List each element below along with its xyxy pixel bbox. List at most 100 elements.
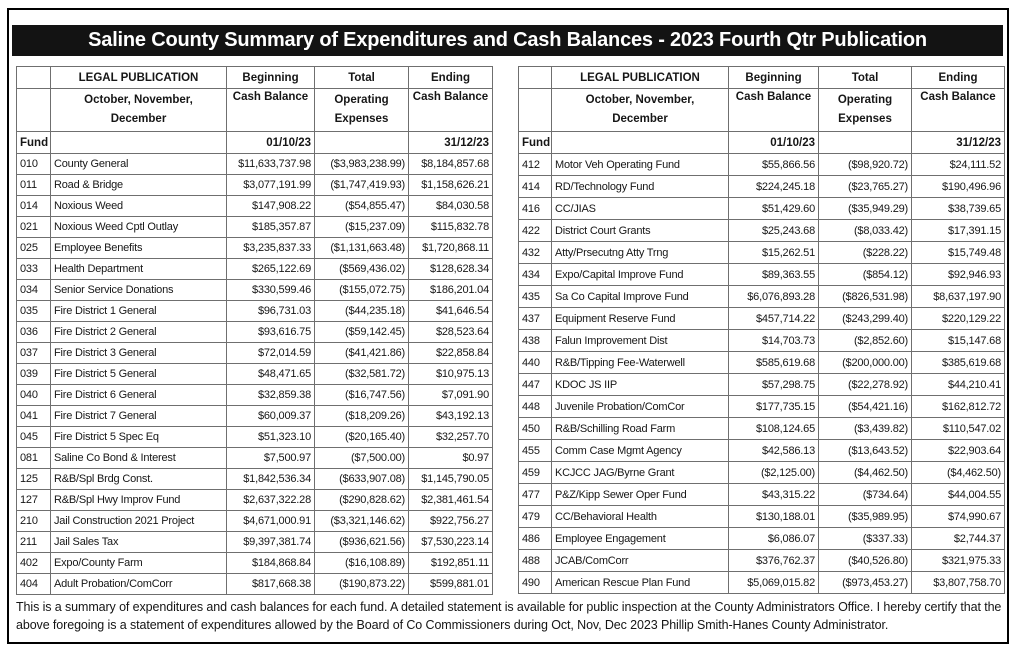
fund-ending-cell: $186,201.04 bbox=[408, 279, 493, 301]
fund-name-cell: Falun Improvement Dist bbox=[551, 329, 729, 352]
fund-name-cell: Senior Service Donations bbox=[50, 279, 227, 301]
fund-ending-cell: $1,720,868.11 bbox=[408, 237, 493, 259]
fund-fund-cell: 125 bbox=[16, 468, 51, 490]
fund-beginning-cell: $817,668.38 bbox=[226, 573, 315, 595]
fund-name-cell: Fire District 7 General bbox=[50, 405, 227, 427]
fund-row: 448 Juvenile Probation/ComCor $177,735.15(… bbox=[518, 395, 1005, 418]
fund-beginning-cell: $6,076,893.28 bbox=[728, 285, 819, 308]
fund-row: 037 Fire District 3 General $72,014.59 ($41… bbox=[16, 342, 493, 364]
header-fund-blank bbox=[518, 66, 552, 89]
fund-name-cell: Expo/County Farm bbox=[50, 552, 227, 574]
fund-expenses-cell: ($23,765.27) bbox=[818, 175, 912, 198]
fund-expenses-cell: ($35,989.95) bbox=[818, 505, 912, 528]
fund-row: 477 P&Z/Kipp Sewer Oper Fund $43,315.22 ($7… bbox=[518, 483, 1005, 506]
fund-ending-cell: $43,192.13 bbox=[408, 405, 493, 427]
fund-beginning-cell: $42,586.13 bbox=[728, 439, 819, 462]
fund-beginning-cell: $51,429.60 bbox=[728, 197, 819, 220]
fund-name-cell: Fire District 6 General bbox=[50, 384, 227, 406]
fund-row: 025 Employee Benefits $3,235,837.33 ($1,131… bbox=[16, 237, 493, 259]
fund-name-cell: Saline Co Bond & Interest bbox=[50, 447, 227, 469]
fund-expenses-cell: ($290,828.62) bbox=[314, 489, 409, 511]
fund-name-cell: Noxious Weed bbox=[50, 195, 227, 217]
fund-expenses-cell: ($4,462.50) bbox=[818, 461, 912, 484]
fund-beginning-cell: $185,357.87 bbox=[226, 216, 315, 238]
fund-fund-cell: 490 bbox=[518, 571, 552, 594]
fund-expenses-cell: ($734.64) bbox=[818, 483, 912, 506]
fund-fund-cell: 432 bbox=[518, 241, 552, 264]
fund-name-cell: Comm Case Mgmt Agency bbox=[551, 439, 729, 462]
fund-row: 040 Fire District 6 General $32,859.38 ($16… bbox=[16, 384, 493, 406]
fund-beginning-cell: $330,599.46 bbox=[226, 279, 315, 301]
header-fund-label: Fund bbox=[16, 131, 51, 154]
header-fund-blank bbox=[518, 88, 552, 132]
fund-name-cell: Equipment Reserve Fund bbox=[551, 307, 729, 330]
fund-fund-cell: 437 bbox=[518, 307, 552, 330]
header-ending-date: 31/12/23 bbox=[408, 131, 493, 154]
fund-name-cell: Adult Probation/ComCorr bbox=[50, 573, 227, 595]
fund-name-cell: Employee Benefits bbox=[50, 237, 227, 259]
fund-name-cell: R&B/Spl Brdg Const. bbox=[50, 468, 227, 490]
fund-ending-cell: $84,030.58 bbox=[408, 195, 493, 217]
fund-beginning-cell: $457,714.22 bbox=[728, 307, 819, 330]
fund-beginning-cell: ($2,125.00) bbox=[728, 461, 819, 484]
fund-row: 127 R&B/Spl Hwy Improv Fund $2,637,322.28(… bbox=[16, 489, 493, 511]
certification-text: This is a summary of expenditures and ca… bbox=[16, 600, 1002, 632]
header-row-2: October, November, December Cash Balance… bbox=[16, 88, 493, 132]
fund-fund-cell: 402 bbox=[16, 552, 51, 574]
fund-ending-cell: $110,547.02 bbox=[911, 417, 1005, 440]
fund-row: 486 Employee Engagement $6,086.07 ($337.33)… bbox=[518, 527, 1005, 550]
fund-row: 447 KDOC JS IIP $57,298.75 ($22,278.92) $44,… bbox=[518, 373, 1005, 396]
fund-beginning-cell: $43,315.22 bbox=[728, 483, 819, 506]
fund-row: 014 Noxious Weed $147,908.22 ($54,855.47) $8… bbox=[16, 195, 493, 217]
header-beginning-cash-balance: Cash Balance bbox=[226, 88, 315, 132]
fund-fund-cell: 448 bbox=[518, 395, 552, 418]
fund-fund-cell: 438 bbox=[518, 329, 552, 352]
fund-row: 045 Fire District 5 Spec Eq $51,323.10 ($20… bbox=[16, 426, 493, 448]
fund-ending-cell: $128,628.34 bbox=[408, 258, 493, 280]
fund-ending-cell: $32,257.70 bbox=[408, 426, 493, 448]
fund-name-cell: R&B/Tipping Fee-Waterwell bbox=[551, 351, 729, 374]
fund-name-cell: CC/Behavioral Health bbox=[551, 505, 729, 528]
fund-table-right: LEGAL PUBLICATION Beginning Total Ending… bbox=[518, 66, 1005, 594]
fund-ending-cell: $2,744.37 bbox=[911, 527, 1005, 550]
fund-fund-cell: 414 bbox=[518, 175, 552, 198]
header-row-1: LEGAL PUBLICATION Beginning Total Ending bbox=[518, 66, 1005, 89]
fund-fund-cell: 422 bbox=[518, 219, 552, 242]
fund-beginning-cell: $3,235,837.33 bbox=[226, 237, 315, 259]
title-bar: Saline County Summary of Expenditures an… bbox=[12, 25, 1003, 56]
fund-row: 432 Atty/Prsecutng Atty Trng $15,262.51 ($2… bbox=[518, 241, 1005, 264]
fund-row: 210 Jail Construction 2021 Project $4,671,… bbox=[16, 510, 493, 532]
header-months: October, November, December bbox=[551, 88, 729, 132]
fund-beginning-cell: $147,908.22 bbox=[226, 195, 315, 217]
header-blank bbox=[551, 131, 729, 154]
fund-name-cell: Noxious Weed Cptl Outlay bbox=[50, 216, 227, 238]
fund-expenses-cell: ($228.22) bbox=[818, 241, 912, 264]
fund-fund-cell: 455 bbox=[518, 439, 552, 462]
fund-beginning-cell: $265,122.69 bbox=[226, 258, 315, 280]
fund-beginning-cell: $2,637,322.28 bbox=[226, 489, 315, 511]
fund-name-cell: Sa Co Capital Improve Fund bbox=[551, 285, 729, 308]
fund-fund-cell: 127 bbox=[16, 489, 51, 511]
fund-name-cell: Fire District 3 General bbox=[50, 342, 227, 364]
fund-beginning-cell: $177,735.15 bbox=[728, 395, 819, 418]
fund-name-cell: Fire District 1 General bbox=[50, 300, 227, 322]
fund-name-cell: Motor Veh Operating Fund bbox=[551, 153, 729, 176]
fund-fund-cell: 081 bbox=[16, 447, 51, 469]
fund-beginning-cell: $3,077,191.99 bbox=[226, 174, 315, 196]
fund-ending-cell: $22,903.64 bbox=[911, 439, 1005, 462]
fund-fund-cell: 440 bbox=[518, 351, 552, 374]
fund-fund-cell: 036 bbox=[16, 321, 51, 343]
fund-fund-cell: 033 bbox=[16, 258, 51, 280]
fund-row: 440 R&B/Tipping Fee-Waterwell $585,619.68(… bbox=[518, 351, 1005, 374]
fund-table-body-right: 412 Motor Veh Operating Fund $55,866.56 ($9… bbox=[518, 153, 1005, 594]
fund-beginning-cell: $7,500.97 bbox=[226, 447, 315, 469]
fund-row: 125 R&B/Spl Brdg Const. $1,842,536.34 ($633… bbox=[16, 468, 493, 490]
fund-expenses-cell: ($243,299.40) bbox=[818, 307, 912, 330]
fund-fund-cell: 477 bbox=[518, 483, 552, 506]
fund-expenses-cell: ($854.12) bbox=[818, 263, 912, 286]
header-blank bbox=[314, 131, 409, 154]
fund-expenses-cell: ($44,235.18) bbox=[314, 300, 409, 322]
fund-name-cell: Fire District 2 General bbox=[50, 321, 227, 343]
fund-row: 450 R&B/Schilling Road Farm $108,124.65 ($3… bbox=[518, 417, 1005, 440]
fund-expenses-cell: ($59,142.45) bbox=[314, 321, 409, 343]
